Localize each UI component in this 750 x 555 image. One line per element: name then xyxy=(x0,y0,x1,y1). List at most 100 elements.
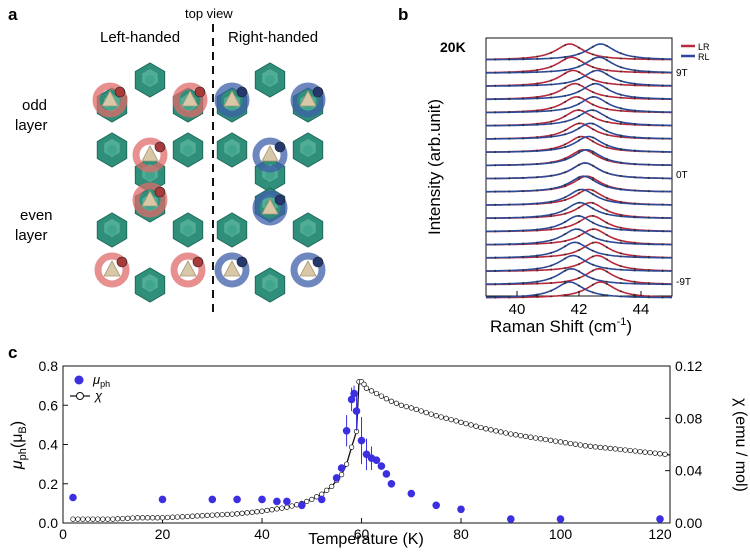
chi-point xyxy=(209,512,215,518)
spectrum-point xyxy=(550,83,553,86)
spectrum-point xyxy=(592,53,594,56)
spectrum-point xyxy=(550,174,553,177)
spectrum-point xyxy=(536,71,539,74)
chi-point xyxy=(204,512,210,519)
spectrum-point xyxy=(605,240,608,243)
chi-point xyxy=(110,516,116,522)
atom-ball xyxy=(194,86,206,98)
spectrum-point xyxy=(592,109,594,112)
chi-point xyxy=(582,443,589,449)
spectrum-point xyxy=(619,295,622,298)
spectrum-point xyxy=(522,255,525,258)
spectrum-point xyxy=(550,200,553,203)
spectrum-point xyxy=(605,282,608,285)
spectrum-point xyxy=(536,97,539,100)
spectrum-point xyxy=(522,137,525,140)
chi-point xyxy=(149,515,156,521)
spectrum-point xyxy=(661,296,664,299)
spectrum-point xyxy=(633,163,636,165)
spectrum-point xyxy=(578,65,580,68)
mu-point xyxy=(208,495,217,504)
chirality-ring xyxy=(252,190,288,226)
spectrum-point xyxy=(605,44,608,47)
spectrum-point xyxy=(619,175,622,177)
chi-point xyxy=(289,503,295,509)
plot-c-x-axis-title: Temperature (K) xyxy=(308,531,424,548)
spectrum-point xyxy=(592,58,594,60)
spectrum-point xyxy=(564,120,567,123)
chi-point xyxy=(105,516,111,522)
spectrum-point xyxy=(522,58,525,61)
panel-b: b 20K LR RL 9T 0T -9T 40 42 44 Intensity (… xyxy=(398,5,710,336)
spectrum-point xyxy=(564,240,567,242)
triangle-ligand xyxy=(101,90,119,107)
spectrum-point xyxy=(536,110,539,113)
chi-point xyxy=(154,515,161,521)
spectrum-point xyxy=(536,241,539,244)
triangle-ligand xyxy=(103,260,121,277)
spectrum-point xyxy=(564,212,567,215)
spectrum-point xyxy=(494,164,497,167)
spectrum-point xyxy=(522,216,525,219)
spectrum-point xyxy=(592,214,594,217)
spectrum-point xyxy=(578,122,580,125)
spectrum-point xyxy=(536,163,539,166)
spectrum-point xyxy=(494,111,497,114)
chi-point xyxy=(130,515,136,521)
spectrum-point xyxy=(536,150,539,152)
lattice-drawing xyxy=(92,62,326,303)
spectrum-point xyxy=(536,136,539,139)
chi-point xyxy=(413,406,419,413)
spectrum-point xyxy=(633,96,636,99)
x-tick-label-0: 0 xyxy=(59,526,67,542)
spectrum-point xyxy=(536,228,539,231)
spectrum-point xyxy=(564,196,567,199)
spectrum-point xyxy=(550,255,553,258)
mu-point xyxy=(158,495,167,504)
triangle-ligand xyxy=(299,260,317,277)
spectrum-point xyxy=(508,177,511,180)
chi-point xyxy=(95,516,101,522)
triangle-ligand xyxy=(141,190,159,207)
chi-point xyxy=(448,416,454,423)
chi-point xyxy=(627,447,633,454)
spectrum-point xyxy=(536,254,539,257)
spectrum-point xyxy=(508,124,511,127)
spectrum-point xyxy=(592,221,594,224)
spectrum-point xyxy=(494,98,497,101)
spectrum-point xyxy=(661,71,664,74)
chi-point xyxy=(224,511,230,518)
mu-point xyxy=(377,462,386,470)
spectrum-point xyxy=(592,95,594,98)
spectrum-point xyxy=(633,71,636,74)
spectrum-point xyxy=(508,164,511,166)
spectrum-point xyxy=(592,152,594,155)
spectrum-point xyxy=(647,137,650,140)
chi-point xyxy=(533,435,539,441)
legend-mu-text: μph xyxy=(92,372,110,389)
chi-point xyxy=(139,515,146,521)
left-handed-label: Left-handed xyxy=(100,29,180,46)
chirality-ring xyxy=(214,252,250,288)
spectrum-point xyxy=(592,263,594,266)
spectrum-point xyxy=(619,242,622,244)
raman-plot-frame xyxy=(485,37,673,297)
chi-point xyxy=(518,432,524,439)
y-right-tick-label: 0.12 xyxy=(675,358,702,374)
spectrum-point xyxy=(494,190,497,193)
spectrum-point xyxy=(578,127,580,130)
spectrum-point xyxy=(536,69,539,71)
field-label-neg9T: -9T xyxy=(676,277,691,288)
chi-point xyxy=(184,513,191,520)
spectrum-point xyxy=(619,213,622,216)
spectrum-point xyxy=(605,209,608,212)
spectrum-point xyxy=(592,66,594,69)
spectrum-point xyxy=(619,255,622,258)
raman-tick-label-42: 42 xyxy=(571,301,588,318)
mu-point xyxy=(283,497,291,506)
spectrum-point xyxy=(494,177,497,180)
spectrum-point xyxy=(619,93,622,96)
x-tick-label-60: 60 xyxy=(354,526,370,542)
x-tick-label-80: 80 xyxy=(453,526,469,542)
spectrum-point xyxy=(619,268,622,271)
